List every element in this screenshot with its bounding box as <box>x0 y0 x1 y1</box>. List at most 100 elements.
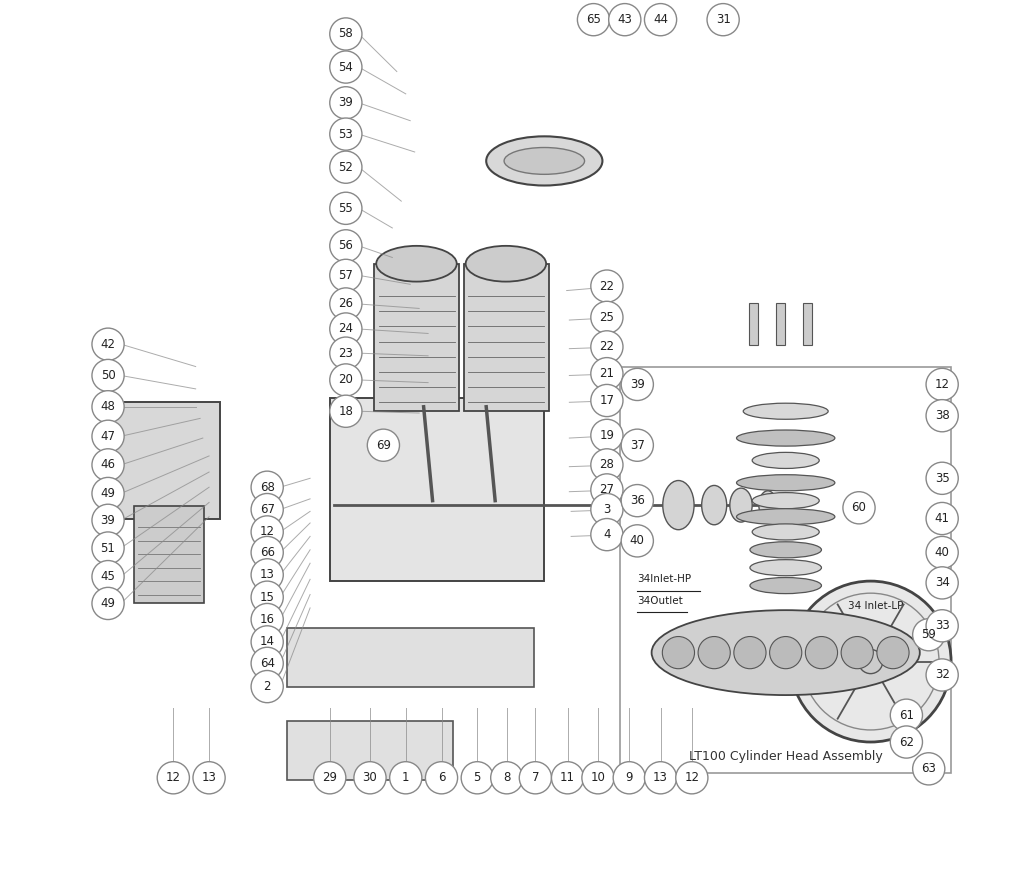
Text: 34: 34 <box>935 577 949 589</box>
Text: 22: 22 <box>599 341 615 353</box>
FancyBboxPatch shape <box>803 303 811 345</box>
Circle shape <box>591 449 623 481</box>
Text: 40: 40 <box>630 535 645 547</box>
Text: 37: 37 <box>630 439 645 451</box>
Text: 26: 26 <box>338 298 353 310</box>
Text: 59: 59 <box>921 628 937 641</box>
Circle shape <box>462 762 494 794</box>
Circle shape <box>621 485 653 517</box>
Text: 49: 49 <box>100 597 116 610</box>
Ellipse shape <box>750 560 822 576</box>
Circle shape <box>330 259 362 291</box>
Circle shape <box>591 474 623 506</box>
Circle shape <box>252 626 284 658</box>
Circle shape <box>252 603 284 636</box>
Circle shape <box>698 637 731 669</box>
Text: 39: 39 <box>100 514 116 527</box>
Circle shape <box>841 637 874 669</box>
Text: 16: 16 <box>260 613 274 626</box>
Text: 67: 67 <box>260 503 274 516</box>
Text: 39: 39 <box>630 378 645 391</box>
Text: 5: 5 <box>474 772 481 784</box>
Text: 30: 30 <box>362 772 378 784</box>
Text: 49: 49 <box>100 487 116 500</box>
Circle shape <box>591 270 623 302</box>
Circle shape <box>890 699 922 731</box>
Circle shape <box>367 429 400 461</box>
Circle shape <box>621 525 653 557</box>
Circle shape <box>92 391 124 423</box>
Circle shape <box>330 313 362 345</box>
Text: 48: 48 <box>100 401 116 413</box>
Circle shape <box>252 559 284 591</box>
Text: 43: 43 <box>617 13 632 26</box>
Text: 3: 3 <box>603 503 611 516</box>
FancyBboxPatch shape <box>134 506 204 603</box>
Circle shape <box>645 762 677 794</box>
Circle shape <box>330 151 362 183</box>
FancyBboxPatch shape <box>70 0 965 894</box>
Ellipse shape <box>752 452 820 468</box>
Text: 29: 29 <box>322 772 337 784</box>
Text: 41: 41 <box>935 512 950 525</box>
Ellipse shape <box>486 137 602 186</box>
Circle shape <box>354 762 386 794</box>
Circle shape <box>707 4 739 36</box>
Ellipse shape <box>737 475 835 491</box>
FancyBboxPatch shape <box>375 264 460 411</box>
Circle shape <box>859 649 883 674</box>
Circle shape <box>389 762 422 794</box>
Circle shape <box>330 337 362 369</box>
Circle shape <box>92 359 124 392</box>
Circle shape <box>330 395 362 427</box>
Circle shape <box>613 762 646 794</box>
Circle shape <box>591 419 623 451</box>
Text: 11: 11 <box>560 772 575 784</box>
Text: 22: 22 <box>599 280 615 292</box>
Text: 13: 13 <box>653 772 668 784</box>
Text: 13: 13 <box>202 772 216 784</box>
Text: 35: 35 <box>935 472 949 485</box>
Ellipse shape <box>730 488 752 522</box>
Text: 17: 17 <box>599 394 615 407</box>
FancyBboxPatch shape <box>330 398 544 581</box>
Circle shape <box>92 328 124 360</box>
Circle shape <box>193 762 226 794</box>
Circle shape <box>842 492 876 524</box>
Circle shape <box>252 493 284 526</box>
Circle shape <box>330 364 362 396</box>
Text: 13: 13 <box>260 569 274 581</box>
Ellipse shape <box>752 524 820 540</box>
Circle shape <box>92 449 124 481</box>
Text: 42: 42 <box>100 338 116 350</box>
Circle shape <box>252 647 284 679</box>
Circle shape <box>591 384 623 417</box>
Circle shape <box>734 637 766 669</box>
Bar <box>620 367 951 773</box>
Text: 40: 40 <box>935 546 949 559</box>
Circle shape <box>330 118 362 150</box>
Circle shape <box>491 762 523 794</box>
Circle shape <box>591 519 623 551</box>
Ellipse shape <box>750 578 822 594</box>
Circle shape <box>913 619 945 651</box>
Circle shape <box>662 637 694 669</box>
Text: 44: 44 <box>653 13 668 26</box>
Text: 65: 65 <box>586 13 601 26</box>
Text: 19: 19 <box>599 429 615 442</box>
Text: 50: 50 <box>100 369 116 382</box>
Circle shape <box>582 762 614 794</box>
Text: 55: 55 <box>338 202 353 215</box>
Circle shape <box>890 726 922 758</box>
Text: 68: 68 <box>260 481 274 493</box>
Circle shape <box>877 637 909 669</box>
Text: 56: 56 <box>338 240 353 252</box>
Circle shape <box>805 637 837 669</box>
Text: 34Inlet-HP: 34Inlet-HP <box>638 574 691 585</box>
Text: 6: 6 <box>438 772 445 784</box>
Text: 20: 20 <box>338 374 353 386</box>
Circle shape <box>913 753 945 785</box>
Circle shape <box>92 477 124 510</box>
Ellipse shape <box>652 610 920 696</box>
Circle shape <box>591 331 623 363</box>
